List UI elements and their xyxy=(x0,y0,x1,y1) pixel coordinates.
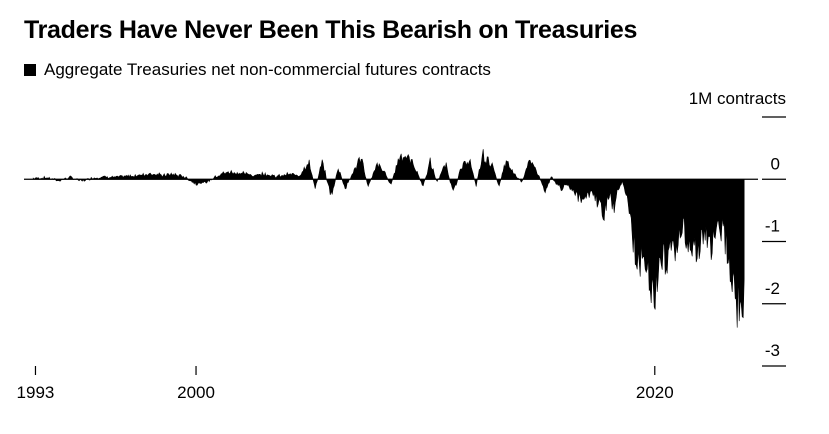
x-tick-label-1: 2000 xyxy=(177,383,215,402)
y-tick-label-1: 0 xyxy=(771,154,780,173)
legend: Aggregate Treasuries net non-commercial … xyxy=(24,60,491,80)
y-tick-label-2: -1 xyxy=(765,217,780,236)
chart-title: Traders Have Never Been This Bearish on … xyxy=(24,16,638,44)
y-tick-label-3: -2 xyxy=(765,279,780,298)
y-axis: 0 -1 -2 -3 xyxy=(762,116,786,367)
legend-label: Aggregate Treasuries net non-commercial … xyxy=(44,60,491,79)
legend-swatch xyxy=(24,64,36,76)
x-tick-label-0: 1993 xyxy=(17,383,55,402)
x-axis: 1993 2000 2020 xyxy=(17,366,674,402)
area-layer xyxy=(24,149,758,328)
x-tick-label-2: 2020 xyxy=(636,383,674,402)
y-axis-label: 1M contracts xyxy=(688,89,786,108)
y-tick-label-4: -3 xyxy=(765,341,780,360)
series-area-0 xyxy=(32,149,745,328)
